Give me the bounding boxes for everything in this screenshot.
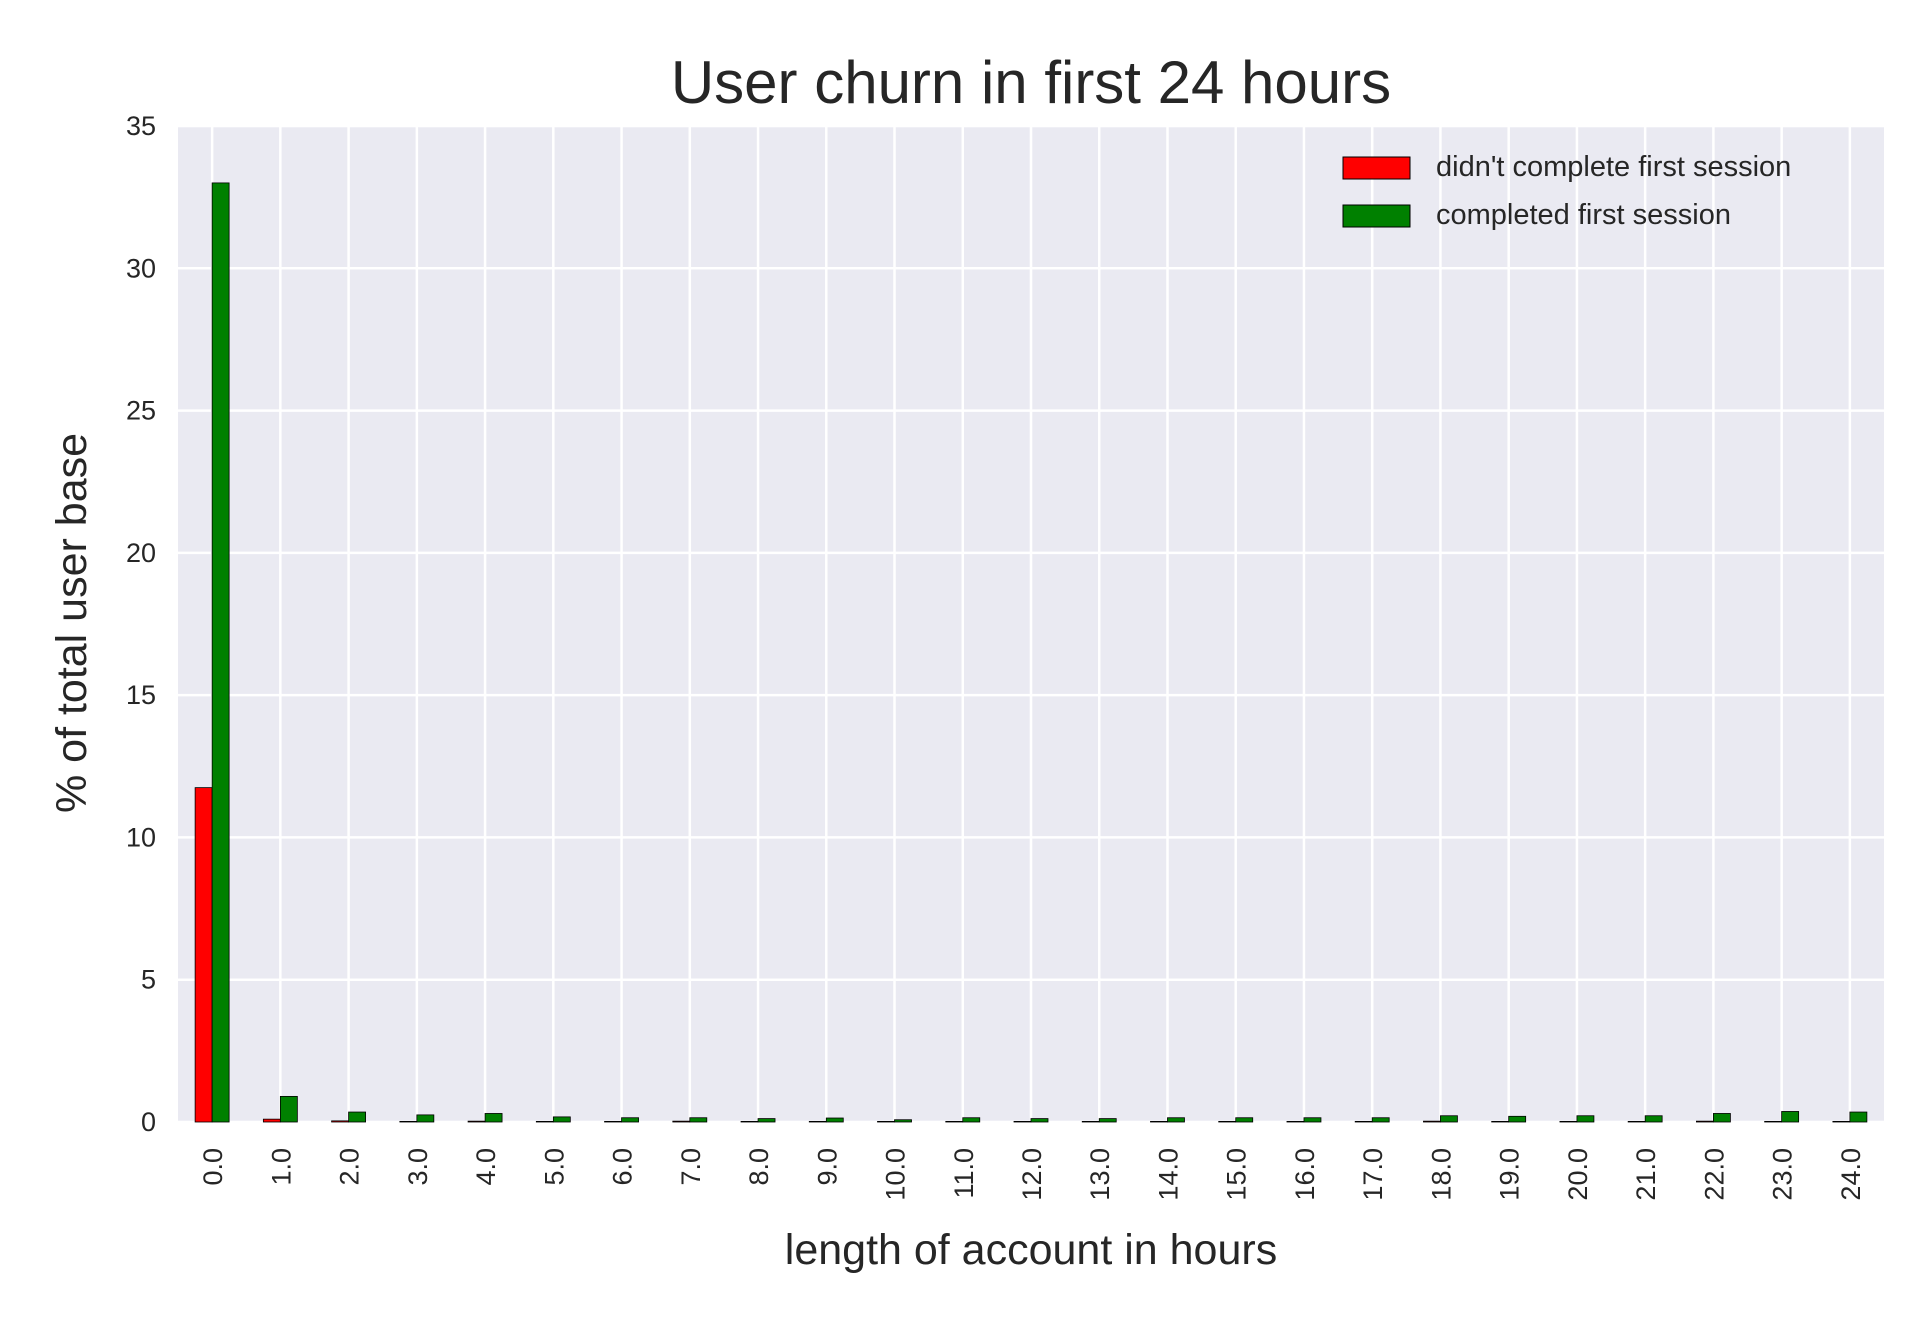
bar-completed bbox=[279, 1095, 298, 1123]
bar-completed bbox=[621, 1117, 639, 1123]
bar-didnt-complete bbox=[1491, 1121, 1510, 1123]
bar-completed bbox=[1371, 1117, 1390, 1123]
bar-completed bbox=[1713, 1113, 1731, 1123]
bar-completed bbox=[1849, 1111, 1868, 1123]
bar-completed bbox=[1576, 1115, 1595, 1123]
x-tick-label: 14.0 bbox=[1153, 1148, 1183, 1201]
x-tick-label: 23.0 bbox=[1768, 1148, 1798, 1201]
bar-completed bbox=[348, 1111, 367, 1123]
bar-didnt-complete bbox=[1832, 1121, 1851, 1123]
x-tick-label: 19.0 bbox=[1495, 1148, 1525, 1201]
bar-didnt-complete bbox=[1013, 1121, 1032, 1123]
legend-swatch bbox=[1342, 156, 1411, 180]
legend-label: completed first session bbox=[1436, 199, 1731, 231]
x-tick-label: 8.0 bbox=[744, 1148, 774, 1186]
bar-completed bbox=[894, 1119, 912, 1123]
bar-completed bbox=[1030, 1118, 1049, 1123]
bar-completed bbox=[552, 1116, 571, 1123]
bar-completed bbox=[1440, 1115, 1458, 1123]
bar-didnt-complete bbox=[1286, 1121, 1305, 1123]
bar-completed bbox=[1167, 1117, 1185, 1123]
x-tick-label: 10.0 bbox=[881, 1148, 911, 1201]
y-tick-label: 10 bbox=[126, 822, 156, 852]
x-tick-label: 15.0 bbox=[1222, 1148, 1252, 1201]
bar-didnt-complete bbox=[194, 787, 213, 1123]
bar-didnt-complete bbox=[808, 1121, 827, 1123]
bar-completed bbox=[484, 1113, 503, 1123]
x-tick-label: 11.0 bbox=[949, 1148, 979, 1199]
x-tick-label: 2.0 bbox=[335, 1148, 365, 1186]
bar-didnt-complete bbox=[740, 1121, 759, 1123]
bar-completed bbox=[825, 1117, 844, 1123]
x-tick-label: 9.0 bbox=[812, 1148, 842, 1186]
x-tick-label: 3.0 bbox=[403, 1148, 433, 1186]
y-tick-label: 0 bbox=[141, 1107, 156, 1137]
bar-didnt-complete bbox=[1764, 1121, 1783, 1123]
y-tick-label: 5 bbox=[141, 965, 156, 995]
bar-completed bbox=[757, 1118, 776, 1123]
y-tick-label: 30 bbox=[126, 253, 156, 283]
bar-completed bbox=[689, 1117, 708, 1123]
bar-didnt-complete bbox=[399, 1121, 418, 1123]
y-tick-label: 35 bbox=[126, 111, 156, 141]
bar-completed bbox=[1781, 1111, 1800, 1123]
x-tick-label: 16.0 bbox=[1290, 1148, 1320, 1201]
bar-completed bbox=[1098, 1118, 1117, 1123]
x-tick-label: 12.0 bbox=[1017, 1148, 1047, 1201]
x-tick-label: 5.0 bbox=[539, 1148, 569, 1186]
bar-didnt-complete bbox=[877, 1121, 895, 1123]
bar-didnt-complete bbox=[1696, 1120, 1714, 1123]
bar-completed bbox=[1644, 1115, 1663, 1123]
bar-didnt-complete bbox=[1081, 1121, 1100, 1123]
legend-label: didn't complete first session bbox=[1436, 151, 1791, 183]
bar-didnt-complete bbox=[672, 1120, 691, 1123]
x-tick-label: 0.0 bbox=[198, 1148, 228, 1186]
bar-completed bbox=[1508, 1115, 1527, 1123]
bar-didnt-complete bbox=[1423, 1120, 1441, 1123]
bar-didnt-complete bbox=[1150, 1121, 1168, 1123]
x-tick-label: 6.0 bbox=[608, 1148, 638, 1186]
bar-completed bbox=[1303, 1117, 1322, 1123]
x-tick-label: 22.0 bbox=[1699, 1148, 1729, 1201]
bar-completed bbox=[1235, 1117, 1254, 1123]
x-tick-label: 13.0 bbox=[1085, 1148, 1115, 1201]
bar-didnt-complete bbox=[1627, 1121, 1646, 1123]
bar-didnt-complete bbox=[467, 1120, 486, 1123]
x-tick-label: 17.0 bbox=[1358, 1148, 1388, 1201]
x-tick-label: 4.0 bbox=[471, 1148, 501, 1186]
bar-completed bbox=[211, 182, 230, 1123]
x-axis-label: length of account in hours bbox=[785, 1226, 1277, 1274]
y-axis-label: % of total user base bbox=[48, 433, 96, 813]
x-tick-label: 7.0 bbox=[676, 1148, 706, 1186]
bar-didnt-complete bbox=[262, 1118, 281, 1123]
bar-didnt-complete bbox=[535, 1121, 554, 1123]
x-tick-label: 18.0 bbox=[1426, 1148, 1456, 1201]
bar-didnt-complete bbox=[1559, 1121, 1578, 1123]
bar-completed bbox=[416, 1114, 435, 1123]
plot-area: 0 5 10 15 20 25 30 35 0.0 1.0 2.0 3.0 4.0 5.0 6.0 7.0 8.… bbox=[126, 111, 1884, 1201]
y-tick-label: 20 bbox=[126, 538, 156, 568]
x-tick-label: 1.0 bbox=[266, 1148, 296, 1186]
x-tick-label: 20.0 bbox=[1563, 1148, 1593, 1201]
bar-didnt-complete bbox=[604, 1121, 622, 1123]
bar-didnt-complete bbox=[1354, 1121, 1373, 1123]
bar-didnt-complete bbox=[331, 1120, 350, 1123]
bar-didnt-complete bbox=[945, 1121, 964, 1123]
x-tick-label: 21.0 bbox=[1631, 1148, 1661, 1201]
x-tick-label: 24.0 bbox=[1836, 1148, 1866, 1201]
y-tick-label: 25 bbox=[126, 396, 156, 426]
legend: didn't complete first session completed f… bbox=[1342, 151, 1791, 231]
bar-completed bbox=[962, 1117, 981, 1123]
y-tick-label: 15 bbox=[126, 680, 156, 710]
bar-didnt-complete bbox=[1218, 1121, 1237, 1123]
legend-swatch bbox=[1342, 204, 1411, 228]
chart-title: User churn in first 24 hours bbox=[671, 49, 1391, 116]
